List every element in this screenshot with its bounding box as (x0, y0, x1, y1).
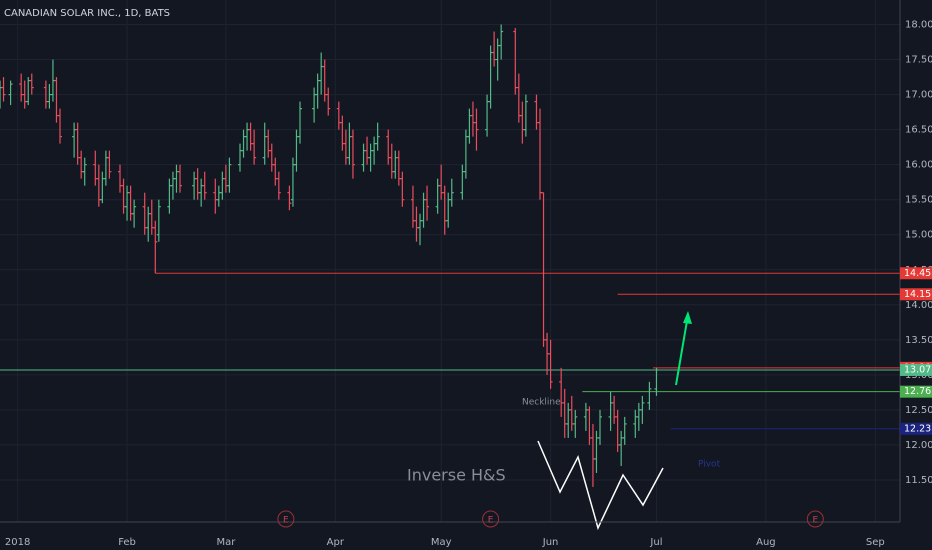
earnings-event (277, 510, 295, 528)
x-tick-label: Sep (866, 537, 885, 548)
pattern-drawing (537, 440, 664, 531)
level-label: 12.23 (904, 423, 931, 434)
annotation: Pivot (698, 460, 721, 470)
earnings-label: E (488, 516, 494, 526)
y-tick-label: 12.50 (905, 405, 932, 416)
x-tick-label: Jun (542, 537, 559, 548)
y-tick-label: 16.00 (905, 160, 932, 171)
x-tick-label: 2018 (5, 537, 30, 548)
earnings-event (482, 510, 500, 528)
y-tick-label: 13.50 (905, 335, 932, 346)
earnings-label: E (812, 516, 818, 526)
level-badge (900, 363, 932, 376)
annotation: Inverse H&S (407, 466, 506, 485)
arrow-head (683, 311, 692, 324)
x-tick-label: Aug (756, 537, 776, 548)
x-tick-label: May (431, 537, 452, 548)
y-tick-label: 16.50 (905, 125, 932, 136)
level-badge (900, 422, 932, 435)
annotation: Neckline (522, 398, 561, 408)
x-tick-label: Feb (118, 537, 136, 548)
x-tick-label: Jul (649, 537, 662, 548)
level-label: 12.76 (904, 386, 931, 397)
level-label: 14.45 (904, 268, 931, 279)
level-badge (900, 288, 932, 301)
level-label: 14.15 (904, 289, 931, 300)
earnings-event (806, 510, 824, 528)
y-tick-label: 15.50 (905, 195, 932, 206)
x-tick-label: Apr (327, 537, 345, 548)
y-tick-label: 11.50 (905, 475, 932, 486)
y-tick-label: 17.50 (905, 55, 932, 66)
y-tick-label: 15.00 (905, 230, 932, 241)
y-tick-label: 12.00 (905, 440, 932, 451)
y-tick-label: 14.00 (905, 300, 932, 311)
level-badge (900, 385, 932, 398)
chart-title: CANADIAN SOLAR INC., 1D, BATS (4, 8, 170, 19)
level-label: 13.07 (904, 364, 931, 375)
y-tick-label: 18.00 (905, 20, 932, 31)
earnings-label: E (283, 516, 289, 526)
x-tick-label: Mar (216, 537, 236, 548)
target-arrow (675, 314, 689, 386)
level-badge (900, 267, 932, 280)
y-tick-label: 17.00 (905, 90, 932, 101)
